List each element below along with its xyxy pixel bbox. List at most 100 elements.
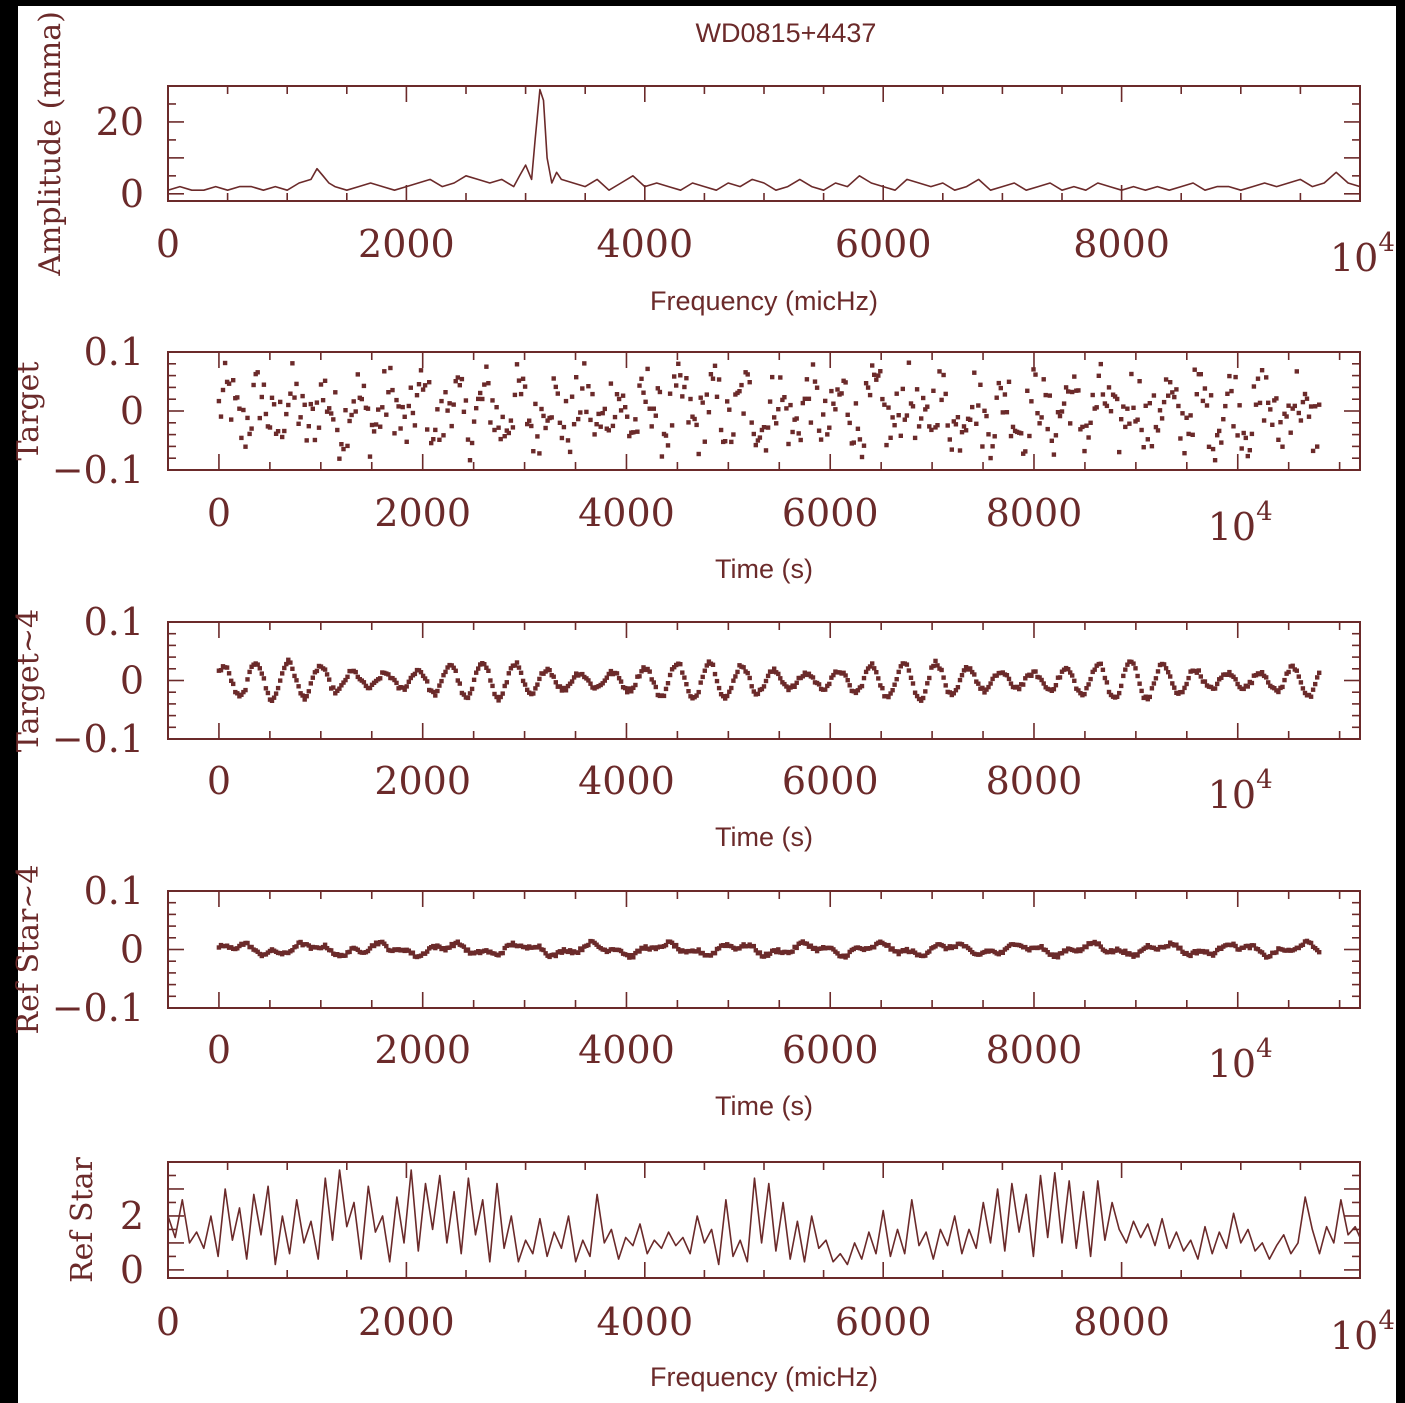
data-point — [678, 662, 683, 667]
data-point — [441, 433, 446, 438]
data-point — [763, 448, 769, 453]
data-point — [527, 418, 532, 423]
data-point — [686, 689, 691, 694]
data-point — [1315, 444, 1320, 449]
data-point — [463, 398, 469, 403]
data-point — [1055, 955, 1061, 960]
data-point — [794, 680, 799, 685]
data-point — [957, 677, 963, 683]
data-point — [680, 394, 685, 399]
data-point — [241, 407, 246, 413]
data-point — [792, 684, 797, 689]
data-point — [1212, 458, 1218, 463]
y-tick-label: −0.1 — [52, 986, 144, 1030]
data-point — [1266, 680, 1271, 685]
data-point — [912, 435, 918, 441]
x-tick-label: 0 — [207, 1028, 231, 1072]
data-point — [467, 458, 473, 463]
data-point — [631, 685, 636, 690]
data-point — [580, 947, 585, 953]
data-point — [1259, 368, 1265, 373]
data-point — [580, 386, 585, 391]
data-point — [314, 668, 320, 674]
data-point — [602, 678, 607, 683]
data-point — [904, 662, 910, 667]
data-point — [774, 421, 779, 426]
data-point — [571, 422, 577, 427]
data-point — [551, 376, 556, 381]
data-point — [896, 669, 901, 675]
data-point — [737, 389, 742, 394]
data-point — [484, 665, 489, 670]
data-point — [512, 663, 518, 668]
data-point — [1106, 689, 1112, 695]
data-point — [522, 384, 528, 389]
data-point — [906, 668, 912, 673]
data-point — [1233, 943, 1238, 949]
data-point — [1098, 661, 1103, 666]
data-point — [504, 680, 509, 685]
data-point — [396, 404, 401, 409]
data-point — [986, 684, 991, 690]
data-point — [823, 687, 828, 692]
panel-4: 0 2000 4000 6000 8000 104 0.1 0 −0.1 Time (s) Ref … — [11, 864, 1361, 1121]
data-point — [367, 685, 373, 691]
data-point — [943, 683, 948, 688]
data-point — [700, 950, 705, 956]
data-point — [296, 684, 301, 689]
data-point — [1045, 426, 1050, 432]
data-point — [1117, 690, 1122, 696]
data-point — [810, 362, 816, 367]
data-point — [1235, 433, 1240, 438]
data-point — [1037, 675, 1042, 680]
data-point — [1008, 681, 1014, 686]
data-point — [959, 430, 965, 435]
data-point — [543, 425, 548, 431]
data-point — [1163, 666, 1169, 671]
data-point — [853, 401, 859, 406]
data-point — [1182, 451, 1187, 456]
data-point — [314, 400, 320, 405]
data-point — [320, 944, 326, 950]
data-point — [437, 683, 442, 688]
data-point — [1037, 421, 1042, 426]
data-point — [1225, 391, 1230, 396]
data-point — [612, 414, 618, 420]
data-point — [306, 943, 311, 948]
data-point — [545, 418, 550, 423]
data-point — [433, 693, 438, 698]
data-point — [686, 420, 691, 425]
data-point — [674, 383, 679, 388]
data-point — [580, 671, 585, 677]
data-point — [968, 947, 973, 952]
data-point — [1186, 431, 1191, 437]
data-point — [1161, 662, 1167, 667]
data-point — [963, 665, 969, 670]
data-point — [772, 666, 777, 671]
data-point — [1270, 422, 1275, 427]
data-point — [292, 673, 297, 679]
data-point — [255, 662, 260, 667]
data-point — [1268, 954, 1273, 959]
data-point — [1041, 681, 1046, 686]
data-point — [347, 949, 352, 955]
data-point — [1143, 403, 1148, 408]
data-point — [647, 669, 652, 674]
data-point — [498, 694, 503, 700]
data-point — [623, 685, 628, 691]
data-point — [945, 423, 950, 428]
y-tick-label: 2 — [120, 1194, 144, 1238]
data-point — [486, 668, 491, 673]
data-point — [273, 691, 279, 696]
data-point — [557, 420, 563, 425]
data-point — [488, 420, 493, 425]
data-point — [990, 444, 995, 449]
data-point — [443, 390, 448, 395]
data-point — [500, 691, 505, 696]
data-point — [1221, 417, 1226, 422]
data-point — [1168, 380, 1173, 385]
data-point — [280, 434, 285, 440]
data-point — [955, 415, 961, 420]
data-point — [1137, 681, 1142, 686]
data-point — [1204, 403, 1210, 408]
